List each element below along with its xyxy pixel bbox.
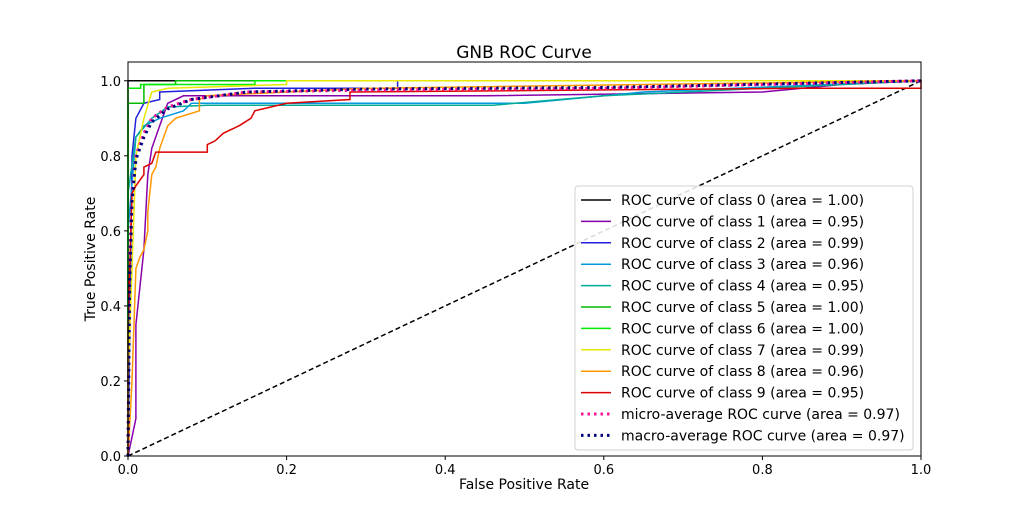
- x-tick-label: 0.8: [752, 463, 773, 478]
- x-tick-label: 0.2: [276, 463, 297, 478]
- legend-label: macro-average ROC curve (area = 0.97): [621, 428, 905, 444]
- x-tick-label: 0.6: [593, 463, 614, 478]
- series-line-1: [127, 80, 922, 457]
- legend-label: ROC curve of class 6 (area = 1.00): [621, 321, 864, 337]
- x-axis-label: False Positive Rate: [459, 477, 589, 493]
- legend-label: ROC curve of class 1 (area = 0.95): [621, 214, 864, 230]
- legend-label: ROC curve of class 2 (area = 0.99): [621, 236, 864, 252]
- legend-label: ROC curve of class 8 (area = 0.96): [621, 364, 864, 380]
- y-axis-label: True Positive Rate: [83, 197, 99, 323]
- series-line-11: [126, 79, 922, 457]
- legend-label: ROC curve of class 4 (area = 0.95): [621, 279, 864, 295]
- y-tick-label: 0.4: [100, 300, 121, 315]
- legend-label: ROC curve of class 7 (area = 0.99): [621, 343, 864, 359]
- x-tick-label: 0.4: [435, 463, 456, 478]
- legend-box: [574, 185, 914, 451]
- legend-label: ROC curve of class 0 (area = 1.00): [621, 193, 864, 209]
- chance-diagonal-line: [127, 80, 922, 457]
- legend-label: ROC curve of class 5 (area = 1.00): [621, 300, 864, 316]
- series-line-9: [127, 80, 922, 457]
- legend-label: ROC curve of class 9 (area = 0.95): [621, 386, 864, 402]
- y-tick-label: 1.0: [100, 75, 121, 90]
- series-line-2: [127, 80, 922, 457]
- legend: ROC curve of class 0 (area = 1.00) ROC cu…: [574, 185, 914, 451]
- legend-label: micro-average ROC curve (area = 0.97): [621, 407, 900, 423]
- y-tick-label: 0.6: [100, 225, 121, 240]
- y-tick-label: 0.0: [100, 450, 121, 465]
- y-tick-label: 0.8: [100, 150, 121, 165]
- series-line-8: [127, 80, 922, 457]
- chart-title: GNB ROC Curve: [456, 43, 592, 63]
- legend-label: ROC curve of class 3 (area = 0.96): [621, 257, 864, 273]
- x-tick-label: 1.0: [911, 463, 932, 478]
- y-tick-label: 0.2: [100, 375, 121, 390]
- axes-frame: [127, 61, 922, 457]
- series-line-4: [127, 80, 922, 457]
- x-tick-label: 0.0: [118, 463, 139, 478]
